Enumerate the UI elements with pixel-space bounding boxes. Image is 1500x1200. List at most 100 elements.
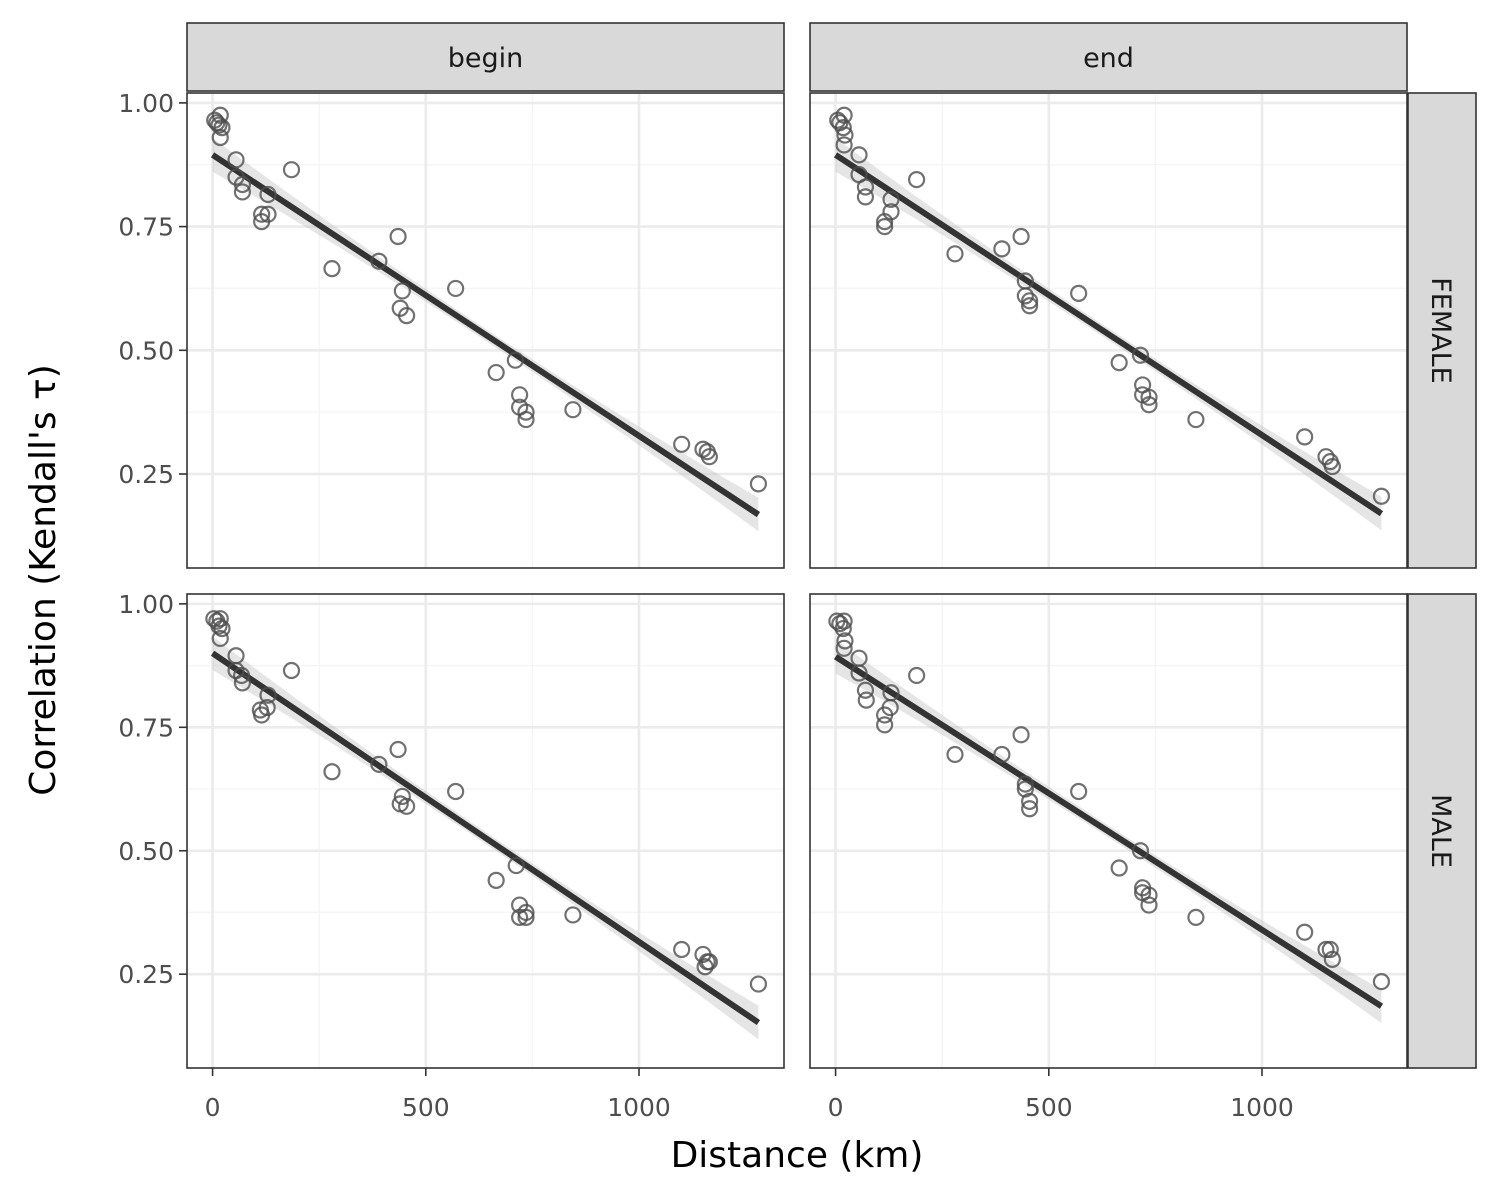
data-point xyxy=(1372,487,1391,505)
data-point xyxy=(834,619,852,638)
data-point xyxy=(1110,354,1128,372)
strip-end xyxy=(809,22,1408,92)
data-point xyxy=(370,755,388,773)
data-point xyxy=(856,188,875,206)
y-tick-label: 0.50 xyxy=(118,837,174,866)
data-point xyxy=(876,217,894,236)
y-tick-label: 0.75 xyxy=(118,213,174,242)
data-point xyxy=(1021,800,1039,818)
x-tick-label: 500 xyxy=(1025,1093,1073,1122)
data-point xyxy=(1021,297,1039,315)
data-point xyxy=(1140,396,1158,414)
data-point xyxy=(233,183,252,201)
data-point xyxy=(398,307,416,325)
panel-begin-male xyxy=(186,593,785,1069)
data-point xyxy=(564,401,582,419)
data-point xyxy=(836,632,854,650)
strip-label-end: end xyxy=(1083,43,1134,74)
data-point xyxy=(876,213,894,231)
data-point xyxy=(233,674,252,692)
data-point xyxy=(673,435,691,453)
data-point xyxy=(1070,782,1088,801)
data-point xyxy=(1012,726,1030,744)
regression-line xyxy=(833,654,1384,1009)
data-point xyxy=(700,448,718,466)
data-point xyxy=(1323,457,1341,476)
data-point xyxy=(447,782,465,801)
data-point xyxy=(1016,775,1034,793)
data-point xyxy=(1187,908,1205,927)
data-point xyxy=(700,953,718,971)
data-point xyxy=(835,639,853,657)
x-tick-label: 1000 xyxy=(607,1093,671,1122)
data-point xyxy=(511,386,529,404)
data-point xyxy=(210,617,228,635)
data-point xyxy=(749,475,768,493)
data-point xyxy=(282,161,301,179)
data-point xyxy=(835,612,853,630)
data-point xyxy=(389,740,407,759)
data-point xyxy=(946,745,964,764)
data-point xyxy=(253,205,271,223)
strip-female xyxy=(1407,92,1477,569)
data-point xyxy=(1021,292,1039,310)
data-point xyxy=(211,629,229,648)
data-point xyxy=(856,681,875,699)
y-tick-label: 1.00 xyxy=(118,89,174,118)
data-point xyxy=(323,763,341,781)
data-point xyxy=(213,619,231,638)
regression-line xyxy=(210,152,761,518)
data-point xyxy=(1021,792,1039,810)
data-point xyxy=(1187,410,1205,429)
data-point xyxy=(506,351,524,369)
data-point xyxy=(1131,346,1150,364)
data-point xyxy=(233,175,252,194)
data-point xyxy=(946,245,964,263)
data-point xyxy=(259,185,277,204)
data-point xyxy=(1323,950,1341,968)
data-point xyxy=(850,664,868,682)
data-point xyxy=(517,908,535,927)
panel-border xyxy=(809,92,1408,569)
y-tick-label: 0.25 xyxy=(118,460,174,489)
data-point xyxy=(487,363,505,382)
data-point xyxy=(835,106,853,124)
data-point xyxy=(1016,287,1034,305)
data-point xyxy=(517,410,535,429)
data-point xyxy=(749,975,768,993)
y-axis-title: Correlation (Kendall's τ) xyxy=(23,364,64,796)
data-point xyxy=(517,903,535,922)
data-point xyxy=(398,797,416,815)
y-tick-label: 0.75 xyxy=(118,713,174,742)
data-point xyxy=(564,906,582,924)
data-point xyxy=(876,716,894,734)
panel-begin-female xyxy=(186,92,785,569)
data-point xyxy=(253,213,271,231)
x-tick-label: 1000 xyxy=(1230,1093,1294,1122)
data-point xyxy=(1110,859,1128,877)
x-axis-title: Distance (km) xyxy=(671,1135,924,1176)
data-point xyxy=(389,227,407,246)
strip-label-female: FEMALE xyxy=(1425,277,1456,383)
data-point xyxy=(1296,923,1314,941)
data-point xyxy=(210,116,228,134)
data-point xyxy=(282,661,301,680)
data-point xyxy=(1321,940,1339,959)
data-point xyxy=(993,745,1011,764)
x-tick-label: 0 xyxy=(828,1093,844,1122)
data-point xyxy=(850,146,868,164)
data-point xyxy=(211,610,229,628)
data-point xyxy=(507,856,525,875)
data-point xyxy=(836,126,854,144)
data-point xyxy=(876,706,894,724)
data-point xyxy=(856,178,875,196)
data-point xyxy=(1140,886,1158,904)
data-point xyxy=(232,666,251,685)
regression-line xyxy=(210,650,761,1026)
data-point xyxy=(696,958,714,976)
data-point xyxy=(211,106,229,124)
data-point xyxy=(1070,284,1088,302)
y-tick-label: 0.25 xyxy=(118,960,174,989)
data-point xyxy=(993,240,1011,258)
